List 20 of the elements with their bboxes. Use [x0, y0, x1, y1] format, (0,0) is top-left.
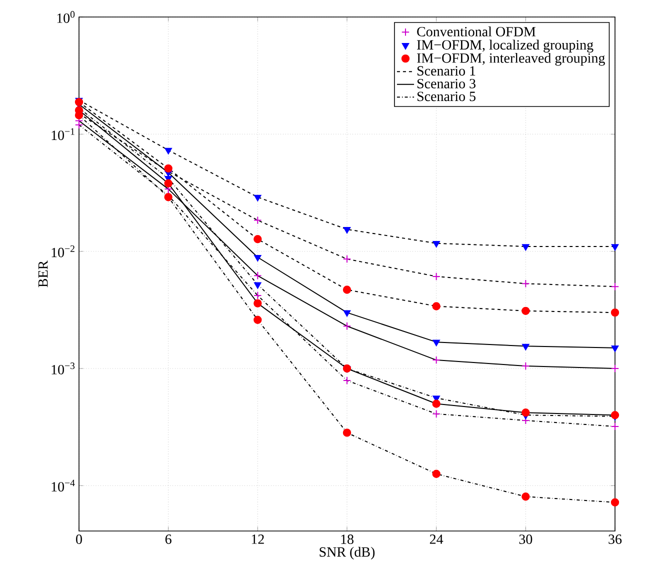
x-tick-label: 0 — [76, 534, 82, 544]
x-tick-label: 30 — [519, 534, 532, 544]
legend-label: Scenario 1 — [417, 66, 476, 76]
x-tick-label: 36 — [608, 534, 622, 544]
legend-label: IM−OFDM, interleaved grouping — [417, 52, 605, 66]
legend-label: Conventional OFDM — [417, 26, 536, 36]
y-tick-label: 10$^{−4}$ — [52, 480, 75, 492]
y-tick-label: 10$^{−1}$ — [52, 128, 74, 140]
y-tick-label: 10$^{−2}$ — [52, 245, 74, 258]
y-axis-title: BER — [38, 260, 48, 288]
x-axis-title: SNR (dB) — [320, 546, 375, 560]
x-tick-label: 18 — [341, 534, 354, 544]
y-tick-label: 10$^{0}$ — [57, 11, 75, 23]
x-tick-label: 24 — [430, 534, 444, 544]
y-tick-label: 10$^{−3}$ — [52, 362, 75, 374]
x-tick-label: 6 — [165, 534, 172, 544]
legend-label: Scenario 3 — [417, 78, 476, 88]
x-tick-label: 12 — [252, 534, 264, 544]
legend-label: Scenario 5 — [417, 92, 476, 102]
legend-label: IM−OFDM, localized grouping — [417, 40, 594, 52]
